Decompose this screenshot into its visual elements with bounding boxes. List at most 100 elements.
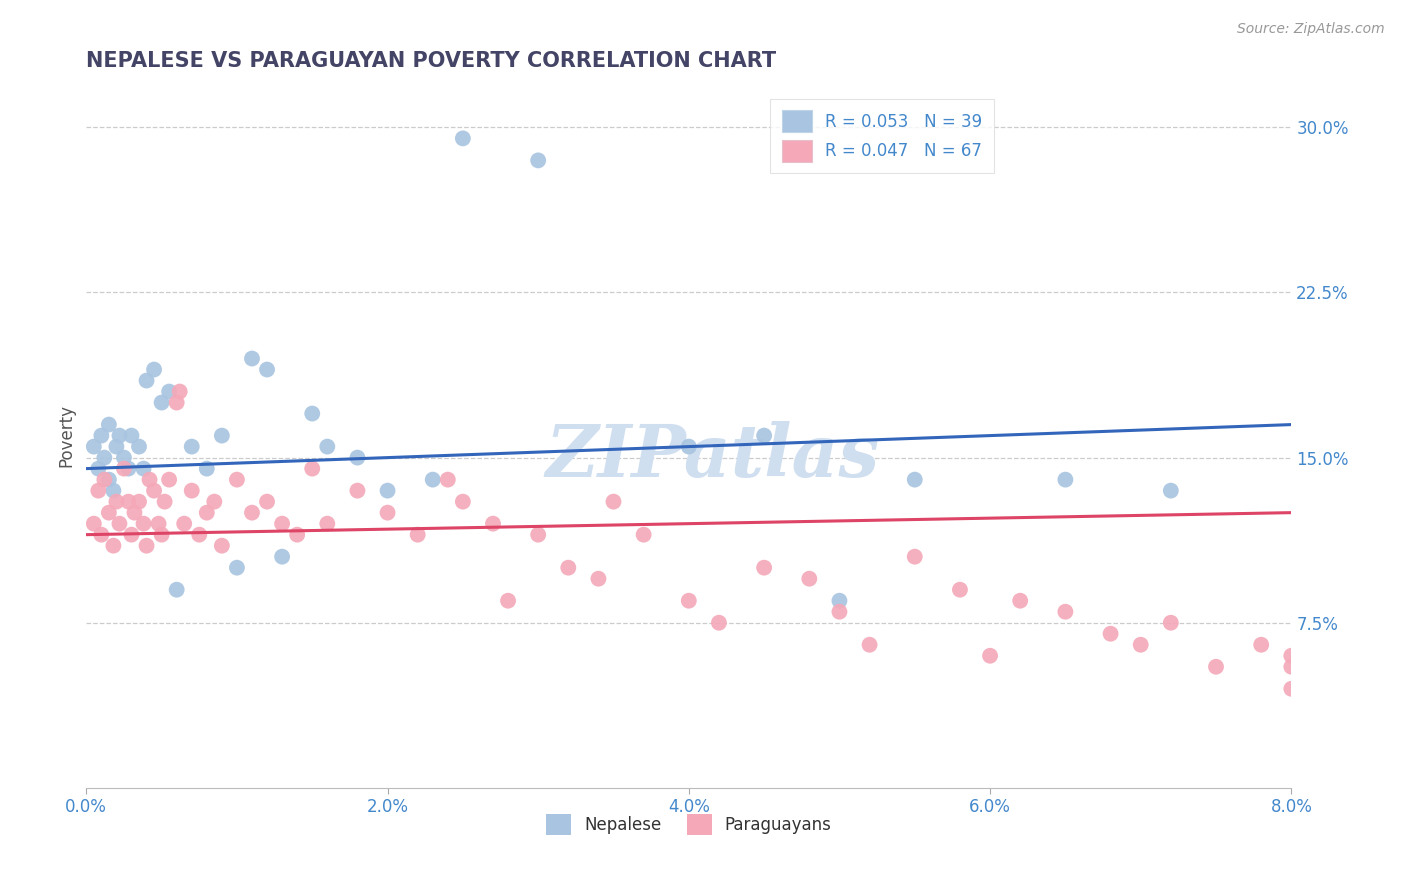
Point (148, 516, 170, 531)
Point (316, 516, 339, 531)
Point (256, 494, 278, 508)
Point (301, 461, 323, 475)
Point (226, 473, 249, 487)
Point (195, 506, 218, 520)
Point (150, 527, 173, 541)
Point (117, 461, 139, 475)
Point (135, 374, 157, 388)
Point (180, 483, 202, 498)
Point (121, 527, 143, 541)
Point (83, 516, 105, 531)
Point (496, 593, 519, 607)
Point (211, 539, 233, 553)
Point (451, 494, 474, 508)
Point (153, 494, 176, 508)
Point (346, 483, 368, 498)
Point (828, 593, 851, 607)
Point (121, 428, 143, 442)
Point (157, 473, 180, 487)
Point (1250, 638, 1272, 652)
Point (256, 362, 278, 376)
Point (904, 549, 927, 564)
Point (301, 407, 323, 421)
Point (285, 527, 308, 541)
Point (527, 527, 550, 541)
Point (557, 560, 579, 574)
Point (90, 527, 112, 541)
Point (1279, 648, 1302, 663)
Point (143, 483, 166, 498)
Point (138, 473, 160, 487)
Point (128, 440, 150, 454)
Text: NEPALESE VS PARAGUAYAN POVERTY CORRELATION CHART: NEPALESE VS PARAGUAYAN POVERTY CORRELATI… (86, 51, 776, 70)
Point (1054, 605, 1077, 619)
Point (105, 440, 128, 454)
Point (105, 494, 128, 508)
Point (124, 506, 146, 520)
Point (112, 450, 135, 465)
Point (128, 494, 150, 508)
Point (1279, 659, 1302, 673)
Point (1099, 626, 1122, 640)
Point (377, 506, 399, 520)
Point (93, 473, 115, 487)
Text: Source: ZipAtlas.com: Source: ZipAtlas.com (1237, 22, 1385, 37)
Point (1279, 681, 1302, 696)
Point (166, 395, 188, 409)
Point (87, 483, 110, 498)
Point (211, 428, 233, 442)
Point (143, 362, 166, 376)
Point (588, 572, 610, 586)
Point (346, 450, 368, 465)
Point (173, 516, 195, 531)
Point (1054, 473, 1077, 487)
Point (1129, 638, 1152, 652)
Y-axis label: Poverty: Poverty (58, 404, 75, 467)
Point (108, 516, 131, 531)
Point (87, 461, 110, 475)
Legend: Nepalese, Paraguayans: Nepalese, Paraguayans (537, 805, 839, 843)
Point (188, 527, 211, 541)
Point (169, 384, 191, 399)
Point (858, 638, 880, 652)
Point (93, 450, 115, 465)
Point (226, 560, 249, 574)
Point (180, 440, 202, 454)
Point (678, 593, 700, 607)
Point (132, 461, 155, 475)
Point (271, 549, 294, 564)
Point (97, 506, 120, 520)
Point (117, 494, 139, 508)
Point (1160, 483, 1182, 498)
Point (451, 131, 474, 145)
Point (633, 527, 655, 541)
Point (377, 483, 399, 498)
Point (752, 560, 775, 574)
Point (240, 506, 263, 520)
Point (406, 527, 429, 541)
Point (103, 483, 125, 498)
Point (828, 605, 851, 619)
Point (135, 539, 157, 553)
Point (979, 648, 1001, 663)
Point (602, 494, 624, 508)
Point (799, 572, 821, 586)
Point (108, 428, 131, 442)
Point (112, 461, 135, 475)
Point (90, 428, 112, 442)
Point (949, 582, 972, 597)
Point (707, 615, 730, 630)
Point (166, 582, 188, 597)
Point (482, 516, 505, 531)
Point (195, 461, 218, 475)
Text: ZIPatlas: ZIPatlas (546, 421, 880, 492)
Point (103, 539, 125, 553)
Point (157, 384, 180, 399)
Point (436, 473, 458, 487)
Point (271, 516, 294, 531)
Point (527, 153, 550, 168)
Point (1010, 593, 1032, 607)
Point (316, 440, 339, 454)
Point (97, 417, 120, 432)
Point (132, 516, 155, 531)
